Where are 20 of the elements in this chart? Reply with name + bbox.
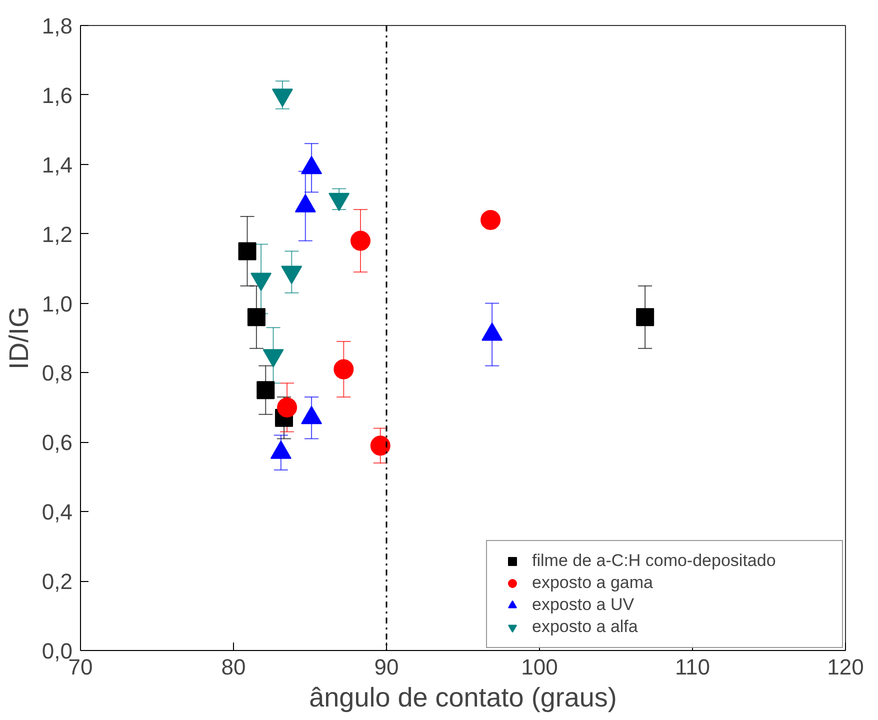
y-tick-label: 0,4: [42, 500, 73, 525]
y-tick-label: 0,8: [42, 360, 73, 386]
x-tick-label: 100: [521, 654, 558, 680]
legend-label: exposto a gama: [532, 573, 654, 593]
x-tick-label: 80: [221, 654, 246, 680]
y-tick-label: 1,6: [42, 82, 73, 108]
y-axis-title: ID/IG: [4, 306, 34, 370]
legend-label: filme de a-C:H como-depositado: [532, 551, 777, 571]
y-tick-label: 1,4: [42, 152, 73, 178]
legend-label: exposto a UV: [532, 595, 636, 615]
x-tick-label: 90: [374, 654, 399, 680]
legend-label: exposto a alfa: [532, 617, 639, 637]
x-axis-title: ângulo de contato (graus): [309, 682, 617, 712]
y-tick-label: 0,6: [42, 430, 73, 456]
y-tick-label: 1,0: [42, 291, 73, 316]
y-tick-label: 0,2: [42, 569, 73, 594]
x-tick-label: 110: [674, 654, 710, 680]
y-tick-label: 1,8: [42, 14, 73, 38]
x-tick-label: 120: [827, 654, 864, 680]
y-tick-label: 1,2: [42, 222, 73, 247]
